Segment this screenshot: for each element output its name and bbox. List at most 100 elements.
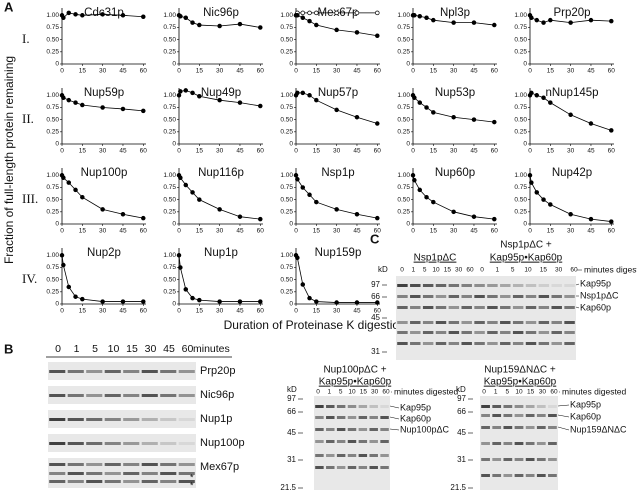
gel-band (564, 321, 575, 324)
lane-label: 10 (108, 343, 120, 355)
gel-image (48, 434, 196, 452)
data-point (492, 216, 497, 222)
gel-band (538, 295, 550, 298)
gel-band (49, 394, 66, 397)
data-point (609, 219, 614, 224)
band-label: Kap60p (400, 413, 431, 423)
lane-label: 60 (570, 267, 578, 274)
band-pointer (389, 405, 400, 409)
gel-band (67, 418, 84, 421)
chart-title: Nup2p (87, 247, 121, 259)
band-pointer (389, 416, 400, 420)
x-tick-label: 0 (60, 68, 64, 75)
y-tick-label: 0.75 (163, 184, 176, 191)
gel-row-label: Nup1p (200, 413, 232, 425)
data-point (300, 185, 306, 190)
marker-label: 45 (287, 428, 296, 437)
gel-band (538, 306, 550, 309)
data-point (527, 173, 533, 178)
band-label: Kap60p (580, 302, 611, 312)
data-point (61, 15, 66, 20)
gel-band (503, 426, 513, 429)
y-tick-label: 0.25 (280, 209, 293, 216)
data-line (178, 255, 261, 302)
data-point (120, 13, 126, 18)
data-point (120, 106, 126, 112)
gel-band (160, 472, 177, 475)
gel-band (422, 342, 434, 345)
data-point (258, 216, 263, 222)
gel-band (86, 442, 103, 445)
gel-band (461, 284, 472, 287)
gel-band (104, 442, 121, 445)
gel-band (536, 414, 546, 417)
data-point (66, 97, 72, 103)
gel-band (326, 428, 335, 431)
gel-band (481, 426, 490, 429)
marker-label: 66 (371, 292, 380, 301)
gel-band (514, 474, 524, 477)
gel-band (500, 331, 511, 334)
chart-title: Nsp1p (321, 167, 354, 179)
gel-band (49, 370, 66, 373)
gel-band (315, 416, 324, 419)
lane-label: 1 (496, 267, 500, 274)
data-point (354, 300, 360, 305)
x-tick-label: 30 (450, 228, 458, 235)
x-tick-label: 45 (353, 68, 361, 75)
data-point (541, 95, 546, 100)
x-tick-label: 45 (353, 228, 361, 235)
data-point (410, 173, 416, 178)
data-point (492, 22, 497, 28)
data-point (80, 102, 85, 108)
y-tick-label: 1.00 (163, 92, 176, 99)
gel-band (548, 442, 557, 445)
gel-band (435, 284, 447, 287)
gel-band (422, 331, 434, 334)
row-label: IV. (22, 271, 37, 286)
y-axis-label: Fraction of full-length protein remainin… (2, 56, 16, 264)
gel-band (123, 480, 140, 483)
y-tick-label: 0 (172, 141, 176, 148)
panel-label: B (4, 341, 13, 356)
gel-band (326, 416, 335, 419)
x-tick-label: 0 (294, 68, 298, 75)
x-tick-label: 45 (587, 228, 595, 235)
data-point (100, 207, 105, 212)
data-point (217, 299, 222, 304)
x-tick-label: 0 (177, 228, 181, 235)
gel-band (347, 416, 357, 419)
data-point (237, 100, 243, 105)
data-line (295, 255, 378, 303)
y-tick-label: 0.75 (46, 24, 59, 31)
y-tick-label: 0.75 (397, 104, 410, 111)
gel-band (67, 442, 84, 445)
gel-band (315, 466, 324, 469)
data-point (534, 93, 540, 98)
band-pointer (389, 428, 400, 431)
gel-band (512, 295, 524, 298)
gel-band (410, 331, 421, 334)
gel-band (326, 405, 335, 408)
y-tick-label: 0.25 (280, 129, 293, 136)
chart-title: Nup57p (318, 87, 358, 99)
data-point (534, 17, 540, 23)
data-point (100, 299, 105, 304)
y-tick-label: 0.25 (46, 129, 59, 136)
data-point (314, 10, 319, 16)
x-tick-label: 60 (257, 148, 265, 155)
chart-title: Nup159p (315, 247, 362, 259)
data-point (73, 100, 78, 105)
gel-band (481, 458, 490, 461)
lane-label: 0 (316, 389, 320, 396)
data-point (183, 287, 189, 292)
data-point (176, 253, 182, 258)
chart-title: Nup1p (204, 247, 238, 259)
y-tick-label: 0 (289, 221, 293, 228)
y-tick-label: 0.25 (514, 129, 527, 136)
gel-band (492, 458, 502, 461)
gel-band (525, 414, 535, 417)
data-point (412, 13, 417, 18)
x-tick-label: 45 (353, 148, 361, 155)
y-tick-label: 0.25 (163, 209, 176, 216)
